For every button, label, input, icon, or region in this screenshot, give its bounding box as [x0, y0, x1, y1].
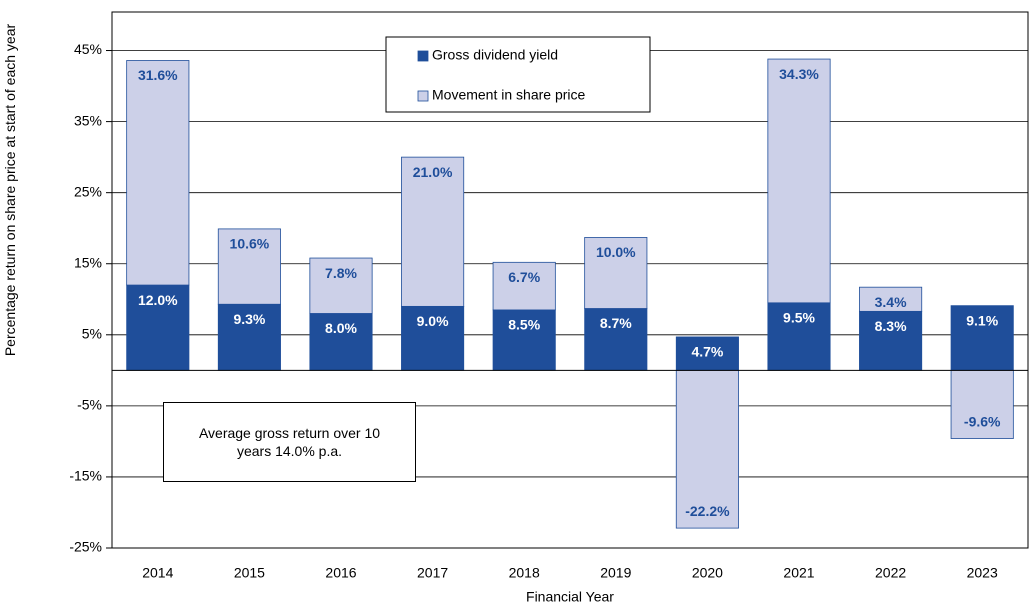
x-tick-label: 2023	[967, 565, 998, 581]
y-tick-label: 35%	[74, 112, 102, 128]
bar-segment	[767, 58, 831, 304]
y-tick-label: -25%	[69, 539, 102, 555]
y-tick-label: 15%	[74, 254, 102, 270]
bar-segment	[401, 305, 465, 371]
x-tick-label: 2014	[142, 565, 173, 581]
x-tick-label: 2015	[234, 565, 265, 581]
y-tick-label: 25%	[74, 183, 102, 199]
value-label: 9.1%	[966, 312, 998, 328]
value-label: 8.3%	[875, 318, 907, 334]
bar-segment	[309, 257, 373, 314]
x-axis-label: Financial Year	[526, 589, 614, 605]
bar-segment	[950, 305, 1014, 371]
bar-segment	[309, 313, 373, 371]
x-tick-label: 2021	[783, 565, 814, 581]
y-tick-label: 45%	[74, 41, 102, 57]
y-tick-label: -5%	[77, 397, 102, 413]
bar-segment	[859, 286, 923, 312]
x-tick-label: 2018	[509, 565, 540, 581]
x-tick-label: 2019	[600, 565, 631, 581]
value-label: -22.2%	[685, 503, 730, 519]
value-label: 6.7%	[508, 269, 540, 285]
value-label: 7.8%	[325, 265, 357, 281]
value-label: 8.0%	[325, 320, 357, 336]
bar-segment	[126, 60, 190, 286]
value-label: 12.0%	[138, 292, 178, 308]
value-label: 9.5%	[783, 310, 815, 326]
value-label: 9.3%	[233, 311, 265, 327]
bar-segment	[859, 310, 923, 371]
bar-segment	[675, 369, 739, 529]
bar-segment	[492, 309, 556, 371]
legend-box	[385, 36, 651, 113]
y-tick-label: -15%	[69, 468, 102, 484]
bar-segment	[217, 228, 281, 305]
value-label: 34.3%	[779, 66, 819, 82]
value-label: 9.0%	[417, 313, 449, 329]
value-label: 10.0%	[596, 244, 636, 260]
value-label: 21.0%	[413, 164, 453, 180]
legend-label: Gross dividend yield	[432, 47, 558, 63]
legend-swatch	[417, 90, 429, 102]
value-label: 4.7%	[691, 344, 723, 360]
bar-segment	[675, 336, 739, 371]
value-label: 8.7%	[600, 315, 632, 331]
value-label: 31.6%	[138, 67, 178, 83]
value-label: -9.6%	[964, 413, 1001, 429]
value-label: 3.4%	[875, 294, 907, 310]
bar-segment	[767, 302, 831, 371]
annotation: Average gross return over 10 years 14.0%…	[163, 402, 416, 482]
bar-segment	[492, 261, 556, 311]
plot-border	[111, 11, 1029, 549]
value-label: 10.6%	[230, 236, 270, 252]
bar-segment	[401, 156, 465, 307]
legend-label: Movement in share price	[432, 87, 586, 103]
x-tick-label: 2020	[692, 565, 723, 581]
legend-swatch	[417, 50, 429, 62]
bar-segment	[126, 284, 190, 371]
x-tick-label: 2017	[417, 565, 448, 581]
bar-segment	[217, 303, 281, 371]
value-label: 8.5%	[508, 317, 540, 333]
bar-segment	[584, 237, 648, 309]
x-tick-label: 2016	[325, 565, 356, 581]
y-axis-label: Percentage return on share price at star…	[2, 23, 18, 357]
y-tick-label: 5%	[82, 326, 102, 342]
x-tick-label: 2022	[875, 565, 906, 581]
